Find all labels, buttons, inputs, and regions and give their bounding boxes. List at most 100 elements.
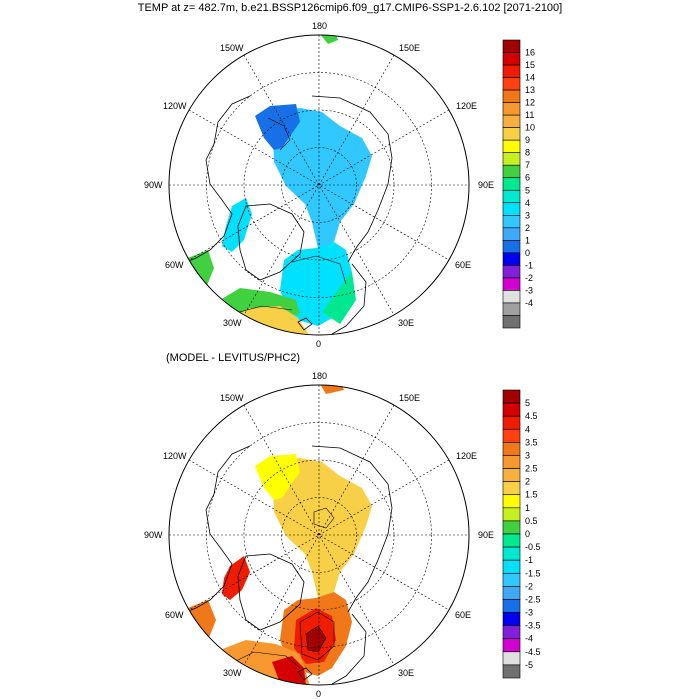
top-colorbar-label: 4 [525, 198, 530, 208]
bottom-lon-label-0: 0 [316, 689, 322, 699]
top-colorbar-label: 0 [525, 248, 530, 258]
top-colorbar-swatch [502, 290, 521, 304]
top-colorbar-swatch [502, 202, 521, 216]
top-colorbar-label: -3 [525, 285, 533, 295]
bottom-lon-label-120w: 120W [163, 451, 187, 461]
bottom-colorbar-label: -1 [525, 555, 533, 565]
top-colorbar-label: -2 [525, 273, 533, 283]
arctic-shelf-green [320, 35, 338, 44]
top-lon-label-120w: 120W [163, 101, 187, 111]
top-colorbar-label: 13 [525, 85, 535, 95]
top-lon-label-150e: 150E [399, 43, 421, 53]
top-colorbar-swatch [502, 64, 521, 78]
canada-basin-cold-field [255, 104, 300, 150]
bottom-colorbar-swatch [502, 586, 521, 600]
bottom-lon-label-60e: 60E [455, 610, 472, 620]
bottom-colorbar-swatch [502, 612, 521, 626]
top-map-boundary [168, 34, 470, 336]
north-america-coast [185, 95, 251, 263]
bottom-colorbar-swatch [502, 572, 521, 587]
top-colorbar-label: 11 [525, 110, 534, 120]
bottom-lon-label-90w: 90W [144, 530, 163, 540]
top-colorbar-swatch [502, 277, 521, 291]
bottom-colorbar-label: -3 [525, 608, 533, 618]
bottom-colorbar-swatch [502, 625, 521, 640]
top-lon-label-0: 0 [316, 339, 322, 349]
bottom-lon-label-60w: 60W [165, 610, 184, 620]
arctic-basin-temp-field [272, 108, 372, 248]
bottom-colorbar-label: -3.5 [525, 621, 541, 631]
top-polar-map [168, 34, 470, 336]
top-lon-label-90e: 90E [478, 180, 495, 190]
top-colorbar-label: 16 [525, 48, 535, 58]
top-lon-label-60w: 60W [165, 260, 184, 270]
bottom-colorbar: 5 4.5 4 3.5 3 2.5 2 1.5 1 0.5 0 -0.5 -1 -1.5 -2 -2.5 -3 -… [502, 389, 541, 679]
bottom-colorbar-swatch [502, 428, 521, 443]
bottom-colorbar-label: 3.5 [525, 437, 538, 447]
bottom-colorbar-swatch [502, 389, 521, 404]
bottom-colorbar-label: 0 [525, 529, 530, 539]
top-colorbar-label: -4 [525, 298, 533, 308]
top-colorbar-label: 3 [525, 210, 530, 220]
top-colorbar-label: 6 [525, 173, 530, 183]
top-colorbar-label: 5 [525, 185, 530, 195]
baffin-field [222, 198, 252, 252]
top-colorbar-label: 8 [525, 148, 530, 158]
bottom-colorbar-swatch [502, 546, 521, 561]
greenland-coast [237, 203, 305, 281]
top-colorbar-swatch [502, 315, 521, 329]
bottom-colorbar-label: -1.5 [525, 568, 541, 578]
bottom-colorbar-label: 0.5 [525, 516, 538, 526]
top-colorbar-swatch [502, 227, 521, 241]
figure-title: TEMP at z= 482.7m, b.e21.BSSP126cmip6.f0… [137, 2, 563, 14]
bottom-lon-label-30w: 30W [223, 668, 242, 678]
scandinavia-coast [331, 263, 367, 335]
iceland-coast [297, 317, 313, 331]
top-colorbar-swatch [502, 39, 521, 53]
bottom-colorbar-label: -2 [525, 581, 533, 591]
top-lon-label-120e: 120E [456, 101, 478, 111]
top-colorbar-label: 15 [525, 60, 535, 70]
top-colorbar-swatch [502, 114, 521, 128]
bottom-colorbar-swatch [502, 638, 521, 653]
bottom-colorbar-swatch [502, 415, 521, 430]
top-colorbar-swatch [502, 152, 521, 166]
top-colorbar-swatch [502, 302, 521, 316]
bottom-map-boundary [168, 384, 470, 686]
bottom-colorbar-swatch [502, 651, 521, 666]
top-colorbar-swatch [502, 215, 521, 229]
arctic-shelf-anomaly [320, 385, 344, 394]
bottom-lon-label-150w: 150W [220, 393, 244, 403]
bottom-colorbar-label: -2.5 [525, 594, 541, 604]
canada-basin-anomaly [255, 454, 300, 500]
siberia-coast [311, 95, 393, 263]
top-colorbar-label: 9 [525, 135, 530, 145]
top-colorbar-swatch [502, 102, 521, 116]
top-lon-label-60e: 60E [455, 260, 472, 270]
bottom-lon-label-150e: 150E [399, 393, 421, 403]
bottom-colorbar-swatch [502, 442, 521, 456]
bottom-colorbar-label: -5 [525, 660, 533, 670]
baffin-anomaly [222, 556, 250, 600]
top-lon-label-150w: 150W [220, 43, 244, 53]
top-colorbar-label: 12 [525, 98, 535, 108]
top-colorbar-swatch [502, 177, 521, 191]
bottom-colorbar-label: 2 [525, 477, 530, 487]
bottom-colorbar-swatch [502, 664, 521, 679]
bottom-colorbar-label: -4 [525, 634, 533, 644]
bottom-polar-map [168, 384, 470, 686]
bottom-colorbar-label: 4.5 [525, 411, 538, 421]
bottom-colorbar-label: 3 [525, 450, 530, 460]
top-colorbar-swatch [502, 52, 521, 66]
bottom-colorbar-swatch [502, 494, 521, 509]
top-colorbar-swatch [502, 139, 521, 153]
top-colorbar-label: 14 [525, 73, 535, 83]
nordic-seas-peak-anomaly [306, 626, 326, 652]
bottom-colorbar-swatch [502, 481, 521, 496]
bottom-colorbar-label: 1.5 [525, 490, 538, 500]
bottom-colorbar-swatch [502, 507, 521, 522]
top-colorbar-label: -1 [525, 260, 533, 270]
bottom-colorbar-swatch [502, 559, 521, 574]
bottom-colorbar-swatch [502, 468, 521, 482]
